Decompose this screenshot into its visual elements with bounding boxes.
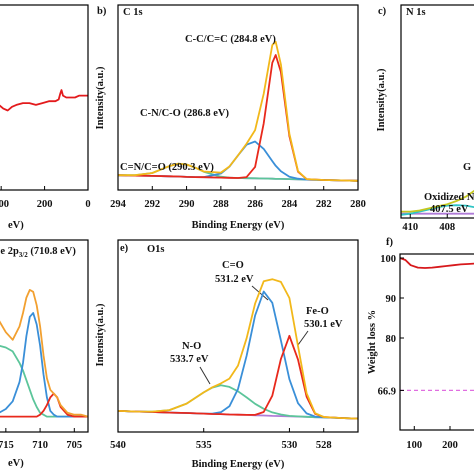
x-tick-label: 294	[110, 199, 127, 210]
x-tick-label: 400	[0, 199, 9, 210]
annotation: C-C/C=C (284.8 eV)	[185, 34, 276, 45]
y-tick-label: 80	[386, 334, 397, 345]
curve	[0, 312, 88, 418]
x-tick-label: 715	[0, 440, 14, 451]
x-tick-label: 0	[85, 199, 90, 210]
x-tick-label: 540	[110, 440, 126, 451]
y-tick-label: 90	[386, 294, 397, 305]
title-main: Fe 2p	[0, 246, 19, 257]
curve	[0, 392, 88, 418]
panel: 540 535 530 528 e) O1s Intensity(a.u.) Binding …	[95, 239, 359, 470]
x-tick-label: 288	[213, 199, 229, 210]
plot-frame	[117, 239, 359, 433]
annotation: Fe-O	[306, 306, 329, 317]
annotation: 531.2 eV	[215, 274, 254, 285]
plot-frame	[0, 239, 89, 433]
curve	[401, 189, 474, 213]
x-tick-label: 292	[144, 199, 160, 210]
plot-frame	[117, 4, 359, 191]
x-tick-label: 290	[179, 199, 195, 210]
x-tick-label: 408	[439, 222, 455, 233]
curve	[0, 289, 89, 418]
x-tick-label: 410	[402, 222, 418, 233]
annotation: 533.7 eV	[170, 354, 209, 365]
x-axis-title: eV)	[8, 458, 24, 469]
panel: 294 292 290 288 286 284 282 280 b) C 1s Intensity(…	[95, 4, 366, 231]
annotation: C=O	[222, 260, 244, 271]
x-tick-label: 535	[196, 440, 212, 451]
annotation: G	[463, 162, 471, 173]
curve	[118, 40, 359, 182]
panel-title: O1s	[147, 244, 165, 255]
arrows	[199, 285, 309, 385]
x-tick-label: 200	[37, 199, 53, 210]
x-tick-label: 100	[406, 440, 422, 451]
panel-label: e)	[120, 243, 129, 254]
x-tick-label: 284	[282, 199, 299, 210]
arrow	[297, 330, 309, 346]
x-tick-label: 286	[247, 199, 263, 210]
plot-frame	[0, 4, 89, 191]
curve	[117, 334, 359, 420]
panel-title: N 1s	[406, 7, 426, 18]
panel-title: Fe 2p3/2 (710.8 eV)	[0, 246, 76, 259]
plot-frame	[399, 253, 474, 431]
panel: 100 200 100 90 80 66.9 f) Weight loss %	[367, 237, 474, 451]
annotation: C-N/C-O (286.8 eV)	[140, 108, 229, 119]
y-axis-title: Intensity(a.u.)	[376, 68, 387, 132]
x-tick-label: 528	[316, 440, 332, 451]
title-sub: 3/2	[19, 251, 28, 259]
y-tick-label: 66.9	[378, 386, 396, 397]
x-tick-label: 200	[442, 440, 458, 451]
title-tail: (710.8 eV)	[28, 246, 77, 257]
panel: 715 710 705 Fe 2p3/2 (710.8 eV) eV)	[0, 239, 89, 469]
annotation: 530.1 eV	[304, 319, 343, 330]
curve	[117, 278, 359, 420]
x-axis-title: Binding Energy (eV)	[192, 220, 285, 231]
plot-frame	[400, 4, 474, 219]
x-tick-label: 710	[32, 440, 48, 451]
panel-label: b)	[97, 6, 107, 17]
panel: 410 408 c) N 1s Intensity(a.u.) Oxidized N407…	[376, 4, 474, 233]
x-tick-label: 705	[66, 440, 82, 451]
x-tick-label: 280	[350, 199, 366, 210]
y-tick-label: 100	[380, 254, 396, 265]
curve	[399, 257, 474, 269]
x-tick-label: 530	[282, 440, 298, 451]
curve	[400, 204, 474, 216]
panel: 400 200 0 eV)	[0, 4, 91, 231]
y-axis-title: Weight loss %	[367, 310, 378, 374]
panel-label: f)	[386, 237, 393, 248]
curve	[0, 89, 88, 112]
annotation: Oxidized N	[424, 192, 474, 203]
annotation: N-O	[182, 341, 201, 352]
y-axis-title: Intensity(a.u.)	[95, 303, 106, 367]
panel-title: C 1s	[123, 7, 143, 18]
panel-label: c)	[378, 6, 387, 17]
x-axis-title: Binding Energy (eV)	[192, 459, 285, 470]
x-tick-label: 282	[316, 199, 332, 210]
arrow	[199, 366, 211, 385]
x-axis-title: eV)	[8, 220, 24, 231]
y-axis-title: Intensity(a.u.)	[95, 66, 106, 130]
annotation: 407.5 eV	[430, 204, 469, 215]
annotation: C=N/C=O (290.3 eV)	[120, 162, 214, 173]
